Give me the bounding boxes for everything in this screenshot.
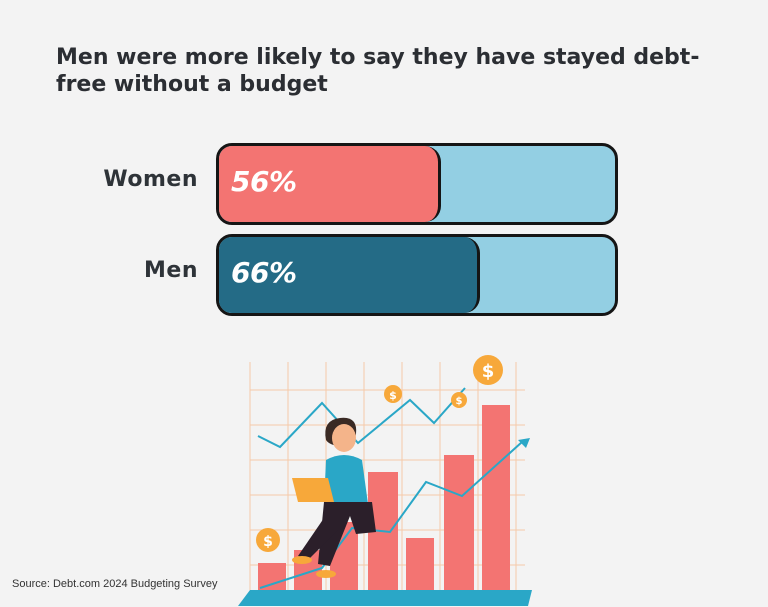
growth-illustration: $ $ $ $ <box>238 355 532 606</box>
bar-track-women: 56% <box>216 143 618 225</box>
category-label-men: Men <box>144 258 198 283</box>
svg-text:$: $ <box>456 396 463 407</box>
trend-line-back <box>257 387 466 449</box>
svg-text:$: $ <box>482 361 495 382</box>
svg-text:$: $ <box>263 534 273 550</box>
person-with-laptop <box>292 417 376 578</box>
chart-title: Men were more likely to say they have st… <box>56 45 700 97</box>
data-label-men: 66% <box>231 256 297 289</box>
data-label-women: 56% <box>231 165 297 198</box>
source-note: Source: Debt.com 2024 Budgeting Survey <box>12 578 218 590</box>
trend-arrow-icon <box>518 438 530 448</box>
floor-platform <box>238 590 532 606</box>
bar-track-men: 66% <box>216 234 618 316</box>
dollar-coin-icon: $ $ $ $ <box>256 355 503 552</box>
bar-row-men: Men 66% <box>0 234 768 316</box>
bar-women <box>219 146 441 222</box>
bar-row-women: Women 56% <box>0 143 768 225</box>
svg-text:$: $ <box>389 389 397 402</box>
bar-men <box>219 237 481 313</box>
category-label-women: Women <box>103 167 198 192</box>
trend-line-front <box>259 441 523 589</box>
